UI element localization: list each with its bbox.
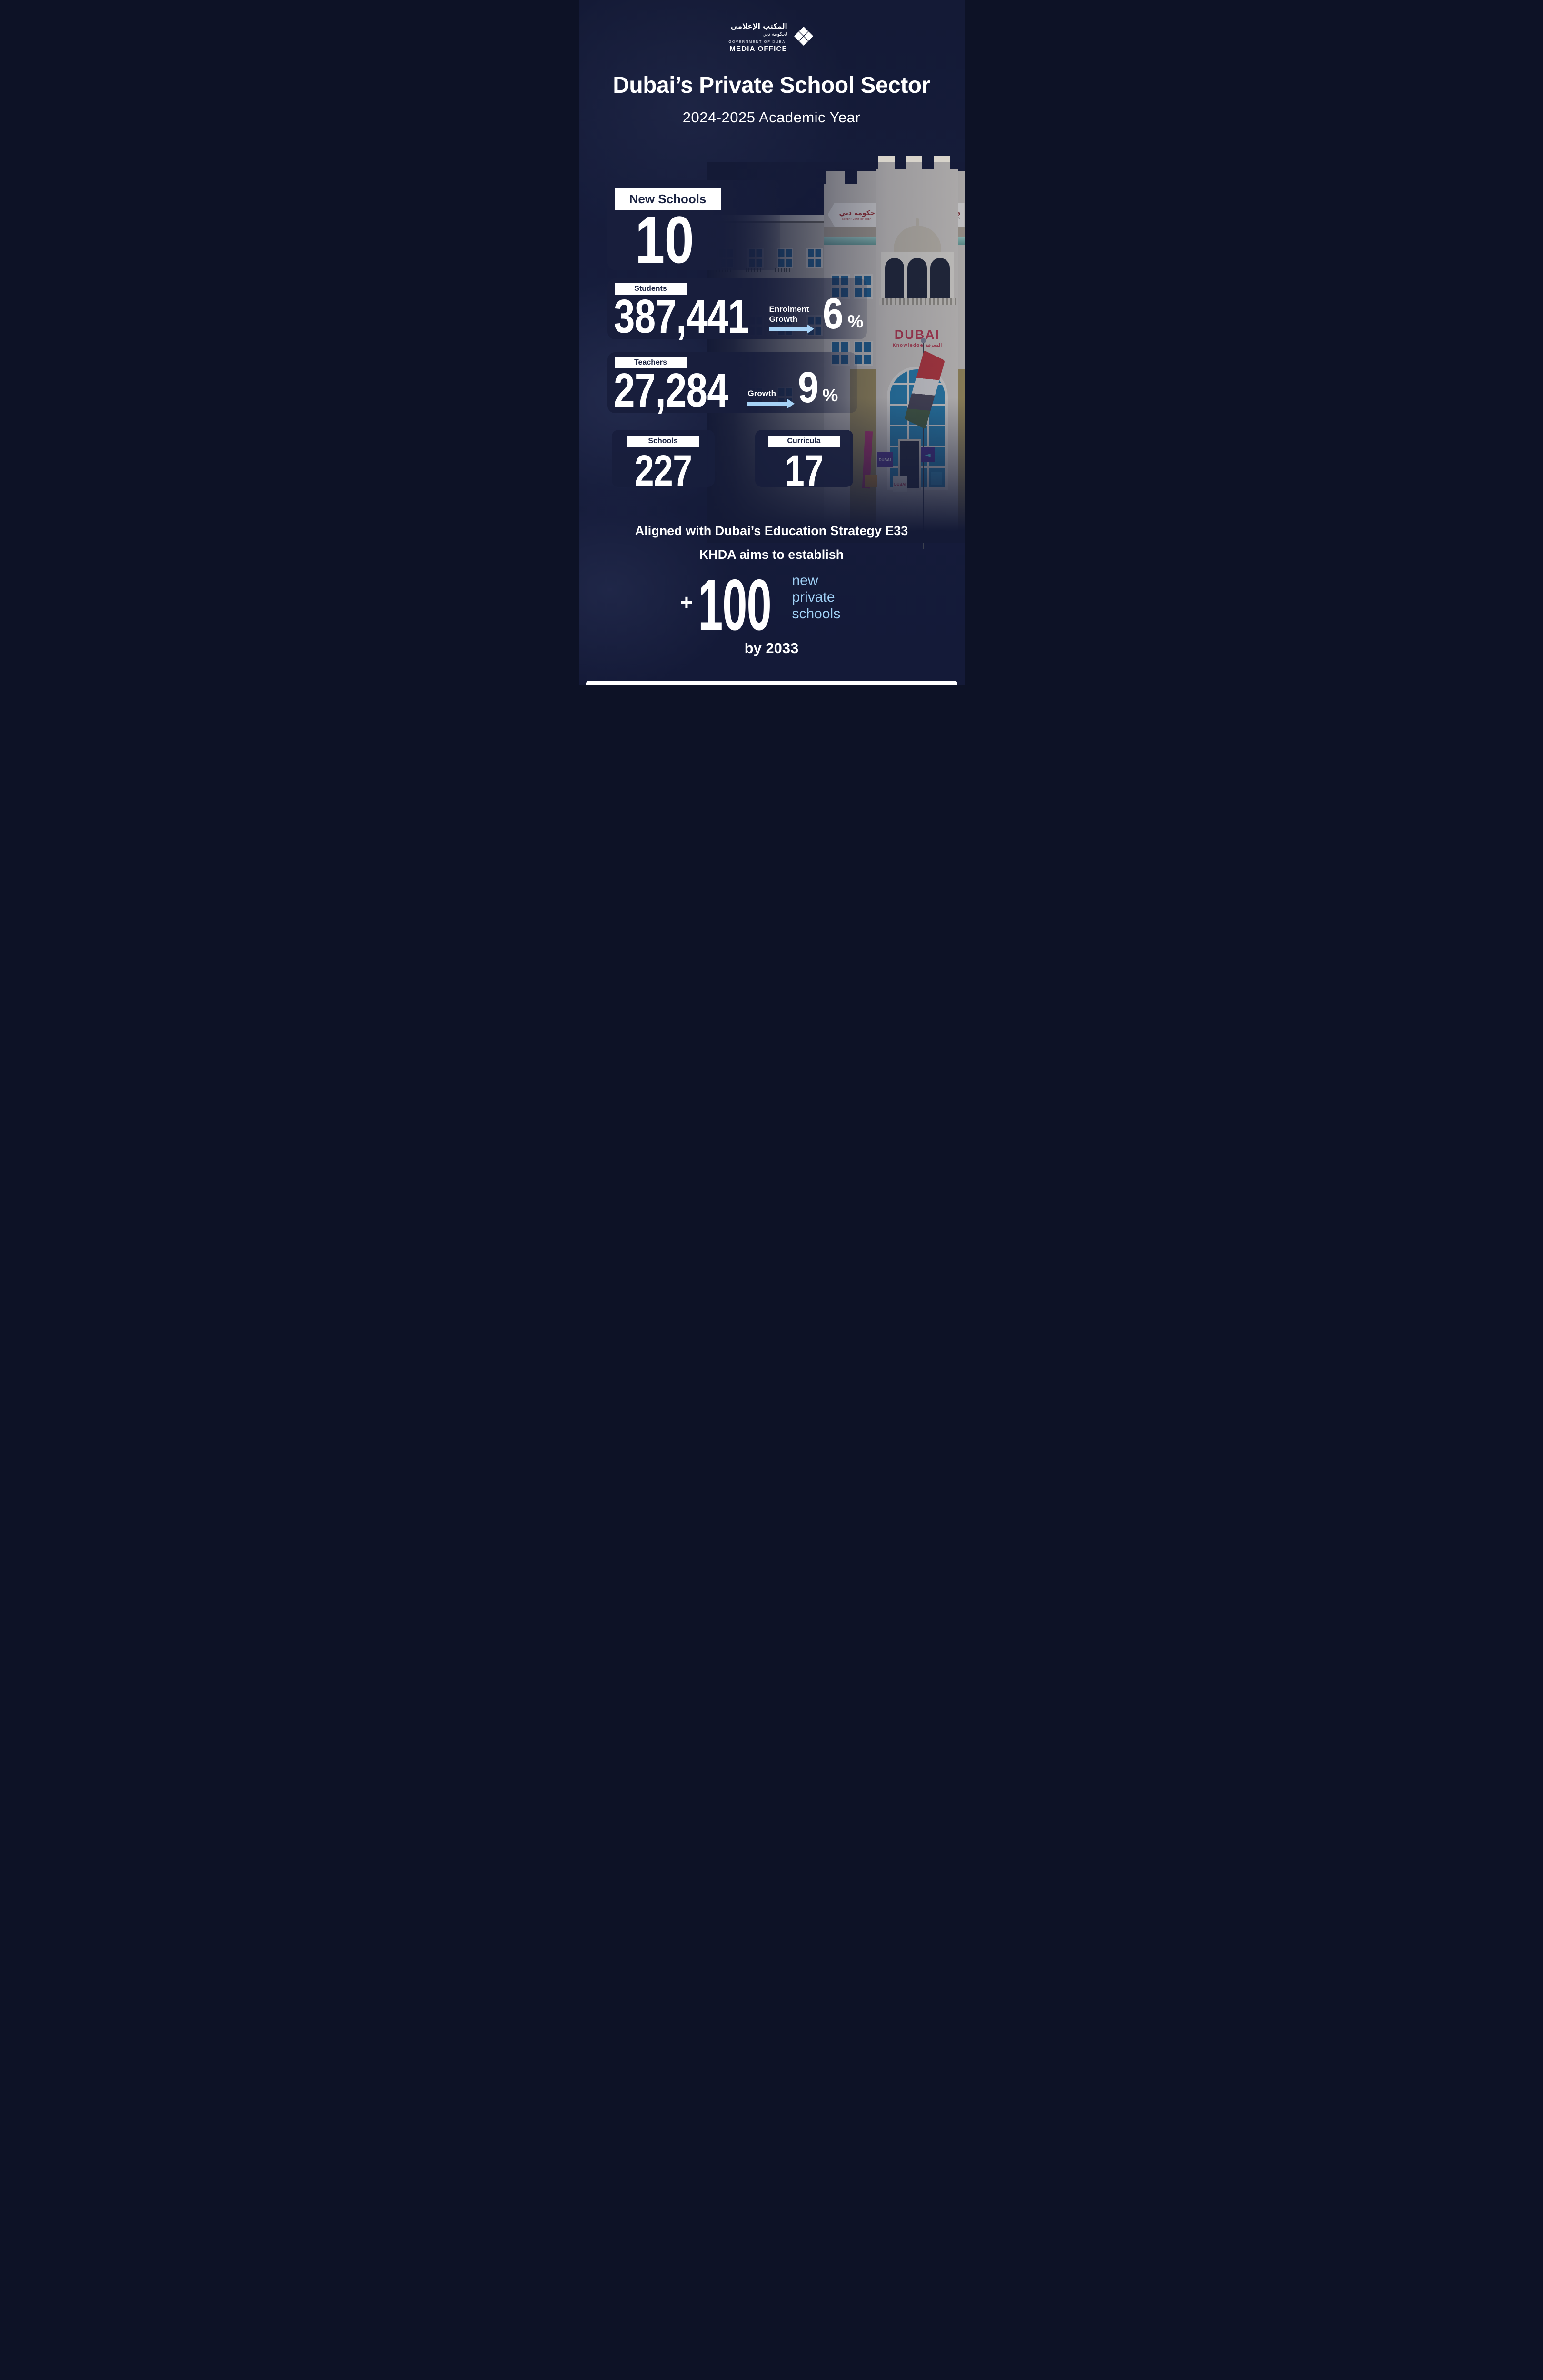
dmo-diamond-icon [793, 25, 815, 50]
students-value: 387,441 [613, 290, 749, 343]
schools-card: Schools 227 [611, 430, 715, 493]
enrolment-growth-label: Enrolment Growth [769, 304, 809, 324]
curricula-label: Curricula [768, 436, 840, 447]
new-schools-card: New Schools 10 [607, 180, 780, 277]
goal-word-private: private [792, 589, 835, 605]
goal-word-schools: schools [792, 606, 841, 622]
curricula-card: Curricula 17 [755, 430, 853, 493]
logo-government-line: GOVERNMENT OF DUBAI [728, 40, 787, 44]
arrow-bar [769, 327, 808, 331]
logo-arabic-line2: لحكومة دبي [762, 31, 787, 37]
growth-arrow-icon [747, 399, 795, 408]
bottom-white-bar [586, 681, 957, 685]
khda-aims-line: KHDA aims to establish [699, 547, 844, 562]
teachers-value: 27,284 [613, 364, 728, 417]
schools-label: Schools [627, 436, 699, 447]
teachers-growth-label: Growth [747, 389, 776, 398]
teachers-growth-value: 9 [797, 363, 818, 412]
page-subtitle: 2024-2025 Academic Year [682, 109, 861, 126]
logo-media-office-line: MEDIA OFFICE [729, 45, 787, 53]
students-label: Students [614, 283, 687, 295]
goal-plus-sign: + [680, 590, 693, 615]
growth-label-line2: Growth [769, 315, 798, 324]
new-schools-value: 10 [635, 202, 694, 277]
schools-value: 227 [634, 446, 692, 495]
growth-label-line1: Enrolment [769, 305, 809, 314]
students-card: Students 387,441 Enrolment Growth 6 % [607, 278, 867, 343]
page-title: Dubai’s Private School Sector [613, 73, 930, 98]
logo-text-block: المكتب الإعلامي لحكومة دبي GOVERNMENT OF… [728, 22, 787, 53]
goal-highlight-words: new private schools [792, 572, 841, 622]
by-2033-line: by 2033 [744, 640, 799, 656]
arrow-bar [747, 402, 788, 406]
logo-arabic-line1: المكتب الإعلامي [730, 22, 787, 30]
new-schools-label: New Schools [615, 188, 721, 210]
curricula-value: 17 [785, 446, 823, 495]
arrow-head [787, 399, 795, 408]
strategy-line: Aligned with Dubai’s Education Strategy … [635, 524, 908, 538]
goal-block: + 100 new private schools [579, 567, 965, 643]
goal-number: 100 [697, 565, 772, 645]
arrow-head [806, 324, 814, 334]
teachers-growth-unit: % [822, 386, 838, 405]
growth-arrow-icon [769, 324, 814, 334]
goal-word-new: new [792, 573, 818, 588]
infographic-canvas: حكومة دبي GOVERNMENT OF DUBAI والتنمية ا… [578, 0, 965, 685]
teachers-card: Teachers 27,284 Growth 9 % [607, 352, 857, 417]
students-growth-unit: % [847, 312, 864, 331]
dubai-media-office-logo: المكتب الإعلامي لحكومة دبي GOVERNMENT OF… [579, 22, 965, 53]
students-growth-value: 6 [822, 289, 843, 338]
teachers-label: Teachers [614, 357, 687, 368]
